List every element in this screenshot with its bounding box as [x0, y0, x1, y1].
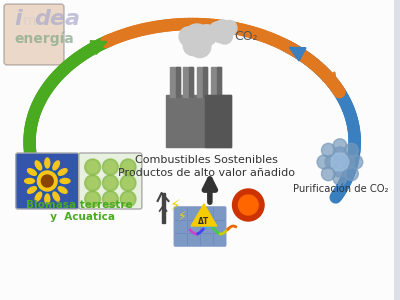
Text: m: m [23, 14, 36, 28]
Text: Biomasa terrestre
  y  Acuatica: Biomasa terrestre y Acuatica [26, 200, 132, 222]
Circle shape [120, 175, 136, 191]
Bar [170, 67, 180, 97]
Circle shape [349, 155, 363, 169]
Circle shape [88, 178, 98, 188]
Bar [189, 67, 193, 97]
Circle shape [333, 147, 347, 161]
Bar [204, 95, 230, 147]
Circle shape [333, 163, 347, 177]
Circle shape [88, 162, 98, 172]
FancyBboxPatch shape [200, 232, 213, 247]
Polygon shape [191, 204, 217, 226]
Ellipse shape [60, 178, 70, 184]
Ellipse shape [35, 161, 42, 170]
Circle shape [85, 191, 100, 207]
Circle shape [123, 162, 133, 172]
Circle shape [120, 159, 136, 175]
Text: Purificación de CO₂: Purificación de CO₂ [293, 184, 389, 194]
Ellipse shape [53, 161, 60, 170]
Circle shape [344, 167, 358, 181]
Bar [211, 67, 221, 97]
Circle shape [322, 143, 335, 157]
Circle shape [106, 162, 115, 172]
Circle shape [85, 175, 100, 191]
Circle shape [341, 155, 355, 169]
Bar [197, 67, 207, 97]
Circle shape [322, 167, 335, 181]
Circle shape [222, 20, 237, 35]
Ellipse shape [53, 192, 60, 201]
FancyBboxPatch shape [212, 232, 226, 247]
Circle shape [88, 194, 98, 204]
Text: i: i [15, 9, 22, 29]
Text: CO₂: CO₂ [234, 30, 258, 43]
Text: ⚡: ⚡ [170, 198, 180, 213]
Circle shape [333, 139, 347, 153]
Circle shape [120, 191, 136, 207]
Text: ΔT: ΔT [198, 218, 210, 226]
Ellipse shape [58, 169, 67, 175]
Bar [162, 193, 164, 223]
Circle shape [213, 28, 227, 43]
FancyBboxPatch shape [187, 232, 200, 247]
FancyBboxPatch shape [174, 206, 188, 220]
Text: energía: energía [15, 32, 74, 46]
FancyBboxPatch shape [187, 220, 200, 233]
Text: Combustibles Sostenibles: Combustibles Sostenibles [136, 155, 278, 165]
Text: dea: dea [34, 9, 80, 29]
Bar [217, 67, 221, 97]
Circle shape [123, 178, 133, 188]
Circle shape [102, 175, 118, 191]
Circle shape [183, 24, 211, 52]
Circle shape [238, 195, 258, 215]
Circle shape [183, 36, 202, 56]
FancyBboxPatch shape [187, 206, 200, 220]
Circle shape [123, 194, 133, 204]
Circle shape [344, 143, 358, 157]
Ellipse shape [28, 169, 36, 175]
FancyBboxPatch shape [174, 220, 188, 233]
Ellipse shape [25, 178, 34, 184]
Ellipse shape [35, 192, 42, 201]
Circle shape [106, 178, 115, 188]
Circle shape [196, 25, 217, 46]
Ellipse shape [58, 187, 67, 193]
Circle shape [217, 28, 232, 44]
Circle shape [232, 189, 264, 221]
FancyBboxPatch shape [16, 153, 79, 209]
Circle shape [38, 171, 57, 191]
FancyBboxPatch shape [200, 220, 213, 233]
Circle shape [325, 155, 339, 169]
Circle shape [317, 155, 331, 169]
Bar [183, 67, 193, 97]
Circle shape [333, 155, 347, 169]
Circle shape [331, 153, 349, 171]
Ellipse shape [28, 187, 36, 193]
Circle shape [213, 20, 232, 40]
Bar [176, 67, 180, 97]
Text: Productos de alto valor añadido: Productos de alto valor añadido [118, 168, 296, 178]
Circle shape [106, 194, 115, 204]
Circle shape [102, 191, 118, 207]
FancyBboxPatch shape [4, 4, 64, 65]
Circle shape [179, 27, 198, 46]
FancyBboxPatch shape [79, 153, 142, 209]
Text: ⚡: ⚡ [178, 210, 187, 223]
Circle shape [85, 159, 100, 175]
Ellipse shape [45, 158, 50, 168]
FancyBboxPatch shape [212, 206, 226, 220]
Circle shape [102, 159, 118, 175]
FancyBboxPatch shape [174, 232, 188, 247]
Circle shape [210, 22, 224, 36]
Bar [166, 95, 230, 147]
Circle shape [333, 171, 347, 185]
Circle shape [189, 35, 211, 58]
FancyBboxPatch shape [212, 220, 226, 233]
Bar [203, 67, 207, 97]
Circle shape [32, 165, 63, 197]
Circle shape [41, 175, 53, 187]
Ellipse shape [45, 194, 50, 204]
FancyBboxPatch shape [200, 206, 213, 220]
